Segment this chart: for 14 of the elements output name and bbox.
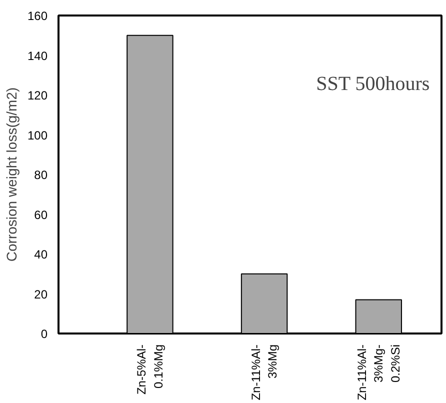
x-tick-label: Zn-11%Al- 3%Mg [248, 344, 280, 400]
annotation: SST 500hours [316, 73, 430, 95]
y-tick-label: 80 [34, 168, 48, 182]
y-tick-label: 140 [27, 48, 48, 63]
y-tick-label: 120 [27, 88, 48, 102]
y-axis-title: Corrosion weight loss(g/m2) [3, 87, 20, 262]
y-tick-label: 40 [34, 248, 48, 262]
y-tick-label: 100 [27, 128, 48, 142]
y-tick-label: 0 [40, 327, 48, 341]
x-tick-label: Zn-5%Al- 0.1%Mg [134, 344, 166, 395]
y-tick-label: 160 [27, 9, 48, 23]
y-tick-label: 20 [34, 287, 48, 302]
y-tick-label: 60 [34, 208, 48, 222]
x-tick-label: Zn-11%Al- 3%Mg- 0.2%Si [354, 344, 402, 400]
